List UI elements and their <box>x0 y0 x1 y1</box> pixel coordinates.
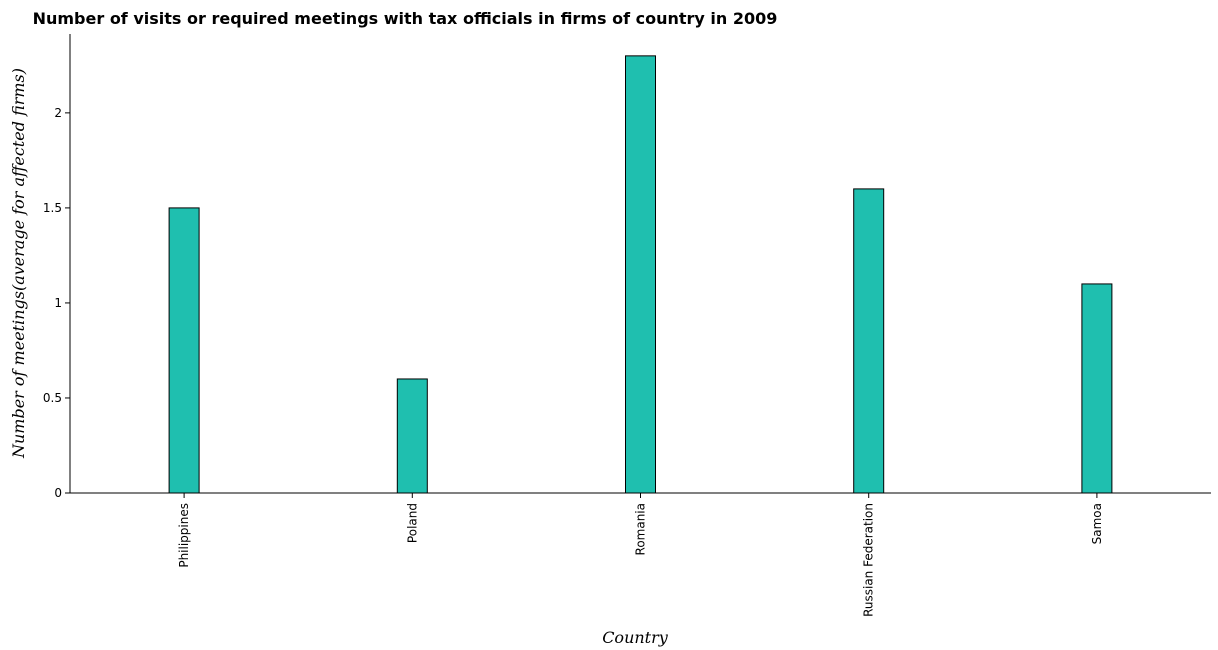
x-tick-label: Samoa <box>1090 503 1104 544</box>
x-tick-label: Poland <box>405 503 419 543</box>
x-tick-label: Philippines <box>177 503 191 568</box>
x-axis-label: Country <box>602 628 669 647</box>
y-tick-label: 1.5 <box>43 201 62 215</box>
x-tick-label: Russian Federation <box>862 503 876 617</box>
y-axis-label: Number of meetings(average for affected … <box>9 68 28 459</box>
bar <box>625 55 656 494</box>
bar <box>853 188 885 494</box>
bar <box>168 207 200 494</box>
y-tick-label: 2 <box>54 106 62 120</box>
y-tick-label: 0.5 <box>43 391 62 405</box>
y-tick-label: 1 <box>54 296 62 310</box>
plot-area: 0 0.5 1 1.5 2 Philippines Poland Romania Russian… <box>43 34 1211 617</box>
y-tick-label: 0 <box>54 486 62 500</box>
x-tick-label: Romania <box>634 503 648 555</box>
chart-title: Number of visits or required meetings wi… <box>33 9 778 28</box>
bar <box>1081 283 1113 494</box>
bar <box>396 378 428 494</box>
